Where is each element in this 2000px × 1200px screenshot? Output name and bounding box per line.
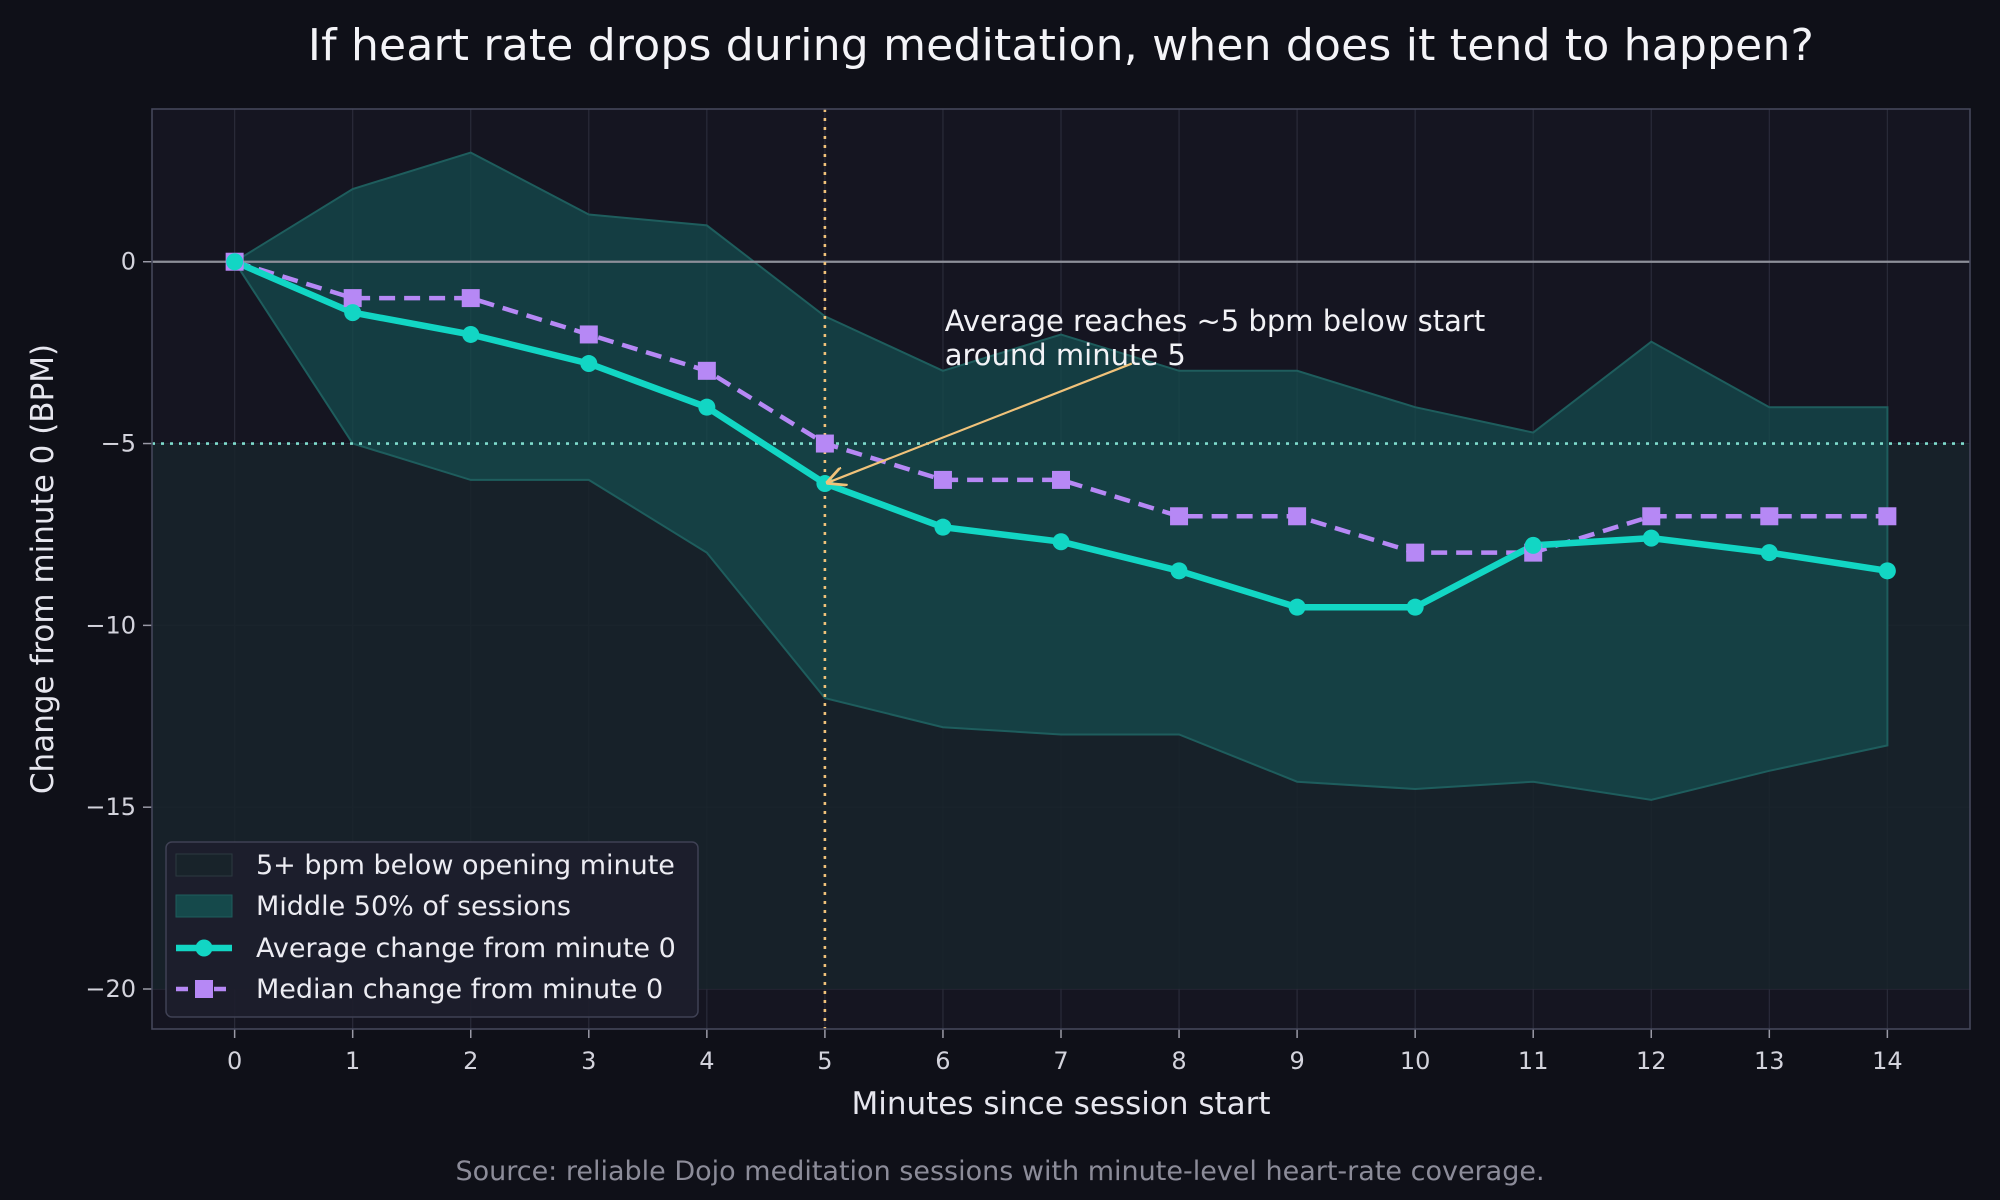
legend-label-average: Average change from minute 0: [256, 933, 676, 964]
x-tick-label: 5: [817, 1047, 832, 1075]
median-point: [933, 470, 952, 489]
annotation-text: Average reaches ~5 bpm below start: [945, 304, 1485, 338]
legend-swatch-band: [175, 894, 233, 918]
legend-average-marker: [195, 939, 213, 957]
y-tick-label: −10: [85, 611, 136, 639]
plot-frame: [151, 108, 1971, 1030]
median-point: [1878, 507, 1897, 526]
median-point: [697, 361, 716, 380]
axis-ticks: 0 1 2 3 4 5 6 7 8 9 10 11 12 13 140−5−10−15−20: [85, 248, 1902, 1075]
y-tick-label: −5: [101, 430, 136, 458]
x-tick-label: 4: [699, 1047, 714, 1075]
median-point: [1052, 470, 1070, 489]
average-point: [934, 518, 952, 536]
legend-label-median: Median change from minute 0: [256, 974, 663, 1005]
annotation-arrow: [828, 362, 1133, 483]
x-tick-label: 0: [227, 1047, 242, 1075]
annotation-text: around minute 5: [945, 338, 1186, 372]
average-point: [1288, 598, 1306, 616]
median-point: [1642, 507, 1661, 526]
average-point: [1642, 529, 1660, 547]
average-point: [1878, 562, 1896, 580]
average-point: [580, 355, 598, 373]
average-point: [1406, 598, 1424, 616]
y-axis-label: Change from minute 0 (BPM): [25, 344, 61, 794]
average-point: [816, 475, 834, 493]
median-point: [343, 289, 362, 308]
average-point: [1524, 536, 1542, 554]
x-tick-label: 7: [1053, 1047, 1068, 1075]
x-tick-label: 8: [1171, 1047, 1186, 1075]
x-tick-label: 2: [463, 1047, 478, 1075]
y-tick-label: −20: [85, 975, 136, 1003]
median-point: [579, 325, 598, 344]
median-point: [815, 434, 834, 453]
average-point: [462, 325, 480, 343]
y-tick-label: −15: [85, 793, 136, 821]
annotation: Average reaches ~5 bpm below startaround…: [828, 304, 1485, 483]
x-tick-label: 12: [1636, 1047, 1667, 1075]
x-tick-label: 10: [1400, 1047, 1431, 1075]
x-tick-label: 3: [581, 1047, 596, 1075]
legend-label-threshold: 5+ bpm below opening minute: [256, 850, 675, 881]
y-tick-label: 0: [121, 248, 136, 276]
median-point: [1288, 507, 1307, 526]
x-tick-label: 13: [1754, 1047, 1785, 1075]
x-tick-label: 11: [1518, 1047, 1549, 1075]
source-note: Source: reliable Dojo meditation session…: [455, 1156, 1545, 1187]
average-point: [226, 253, 244, 271]
x-tick-label: 14: [1872, 1047, 1903, 1075]
x-tick-label: 6: [935, 1047, 950, 1075]
average-point: [1170, 562, 1188, 580]
legend-swatch-median: [176, 980, 232, 998]
median-point: [1170, 507, 1189, 526]
x-tick-label: 9: [1289, 1047, 1304, 1075]
median-point: [461, 289, 480, 308]
x-tick-label: 1: [345, 1047, 360, 1075]
legend: 5+ bpm below opening minute Middle 50% o…: [165, 841, 699, 1018]
x-axis-label: Minutes since session start: [851, 1086, 1270, 1122]
legend-median-marker: [195, 980, 213, 998]
legend-swatch-average: [176, 939, 232, 957]
legend-swatch-threshold: [175, 853, 233, 877]
series-layer: [225, 252, 1897, 616]
legend-label-band: Middle 50% of sessions: [256, 891, 571, 922]
average-point: [1760, 544, 1778, 562]
legend-box: [165, 841, 699, 1018]
median-point: [1406, 543, 1425, 562]
average-point: [698, 398, 716, 416]
median-point: [1760, 507, 1779, 526]
median-line: [233, 259, 1888, 555]
average-point: [1052, 533, 1070, 551]
average-point: [344, 304, 362, 322]
chart-title: If heart rate drops during meditation, w…: [307, 20, 1815, 71]
